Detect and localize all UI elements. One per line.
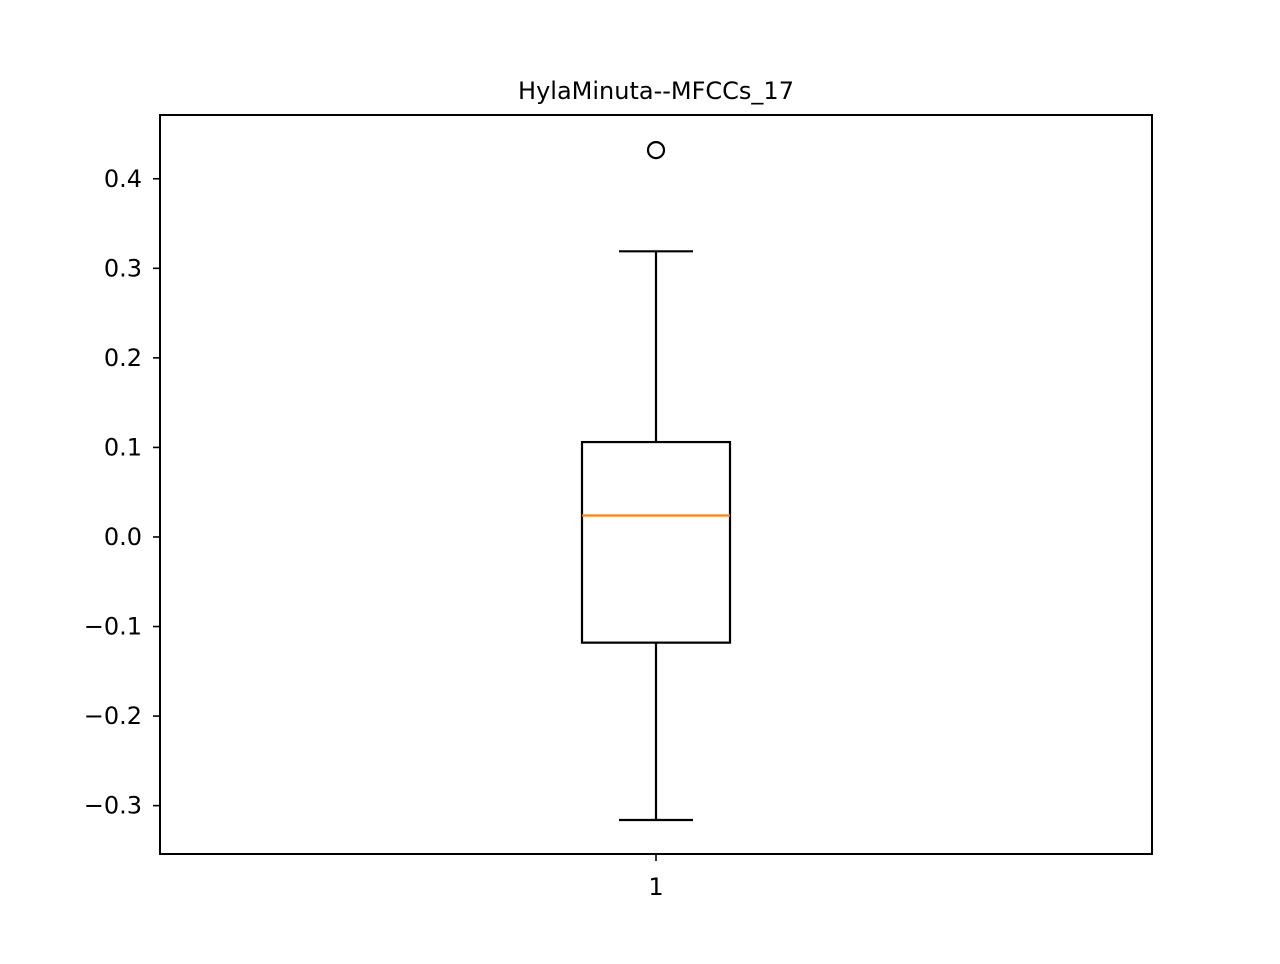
y-tick-label: −0.2	[84, 702, 142, 730]
box-iqr	[580, 440, 732, 644]
y-tick-label: −0.1	[84, 613, 142, 641]
y-tick-label: 0.3	[104, 254, 142, 282]
y-tick-label: −0.3	[84, 792, 142, 820]
y-tick-label: 0.2	[104, 344, 142, 372]
y-tick-label: 0.0	[104, 523, 142, 551]
y-tick-label: 0.1	[104, 433, 142, 461]
outlier-point	[646, 141, 666, 160]
plot-area: −0.3 −0.2 −0.1 0.0 0.1 0.2 0.3 0.4 1	[84, 114, 1153, 901]
chart-title: HylaMinuta--MFCCs_17	[518, 77, 794, 105]
y-tick-label: 0.4	[104, 165, 142, 193]
x-tick-label: 1	[648, 873, 663, 901]
